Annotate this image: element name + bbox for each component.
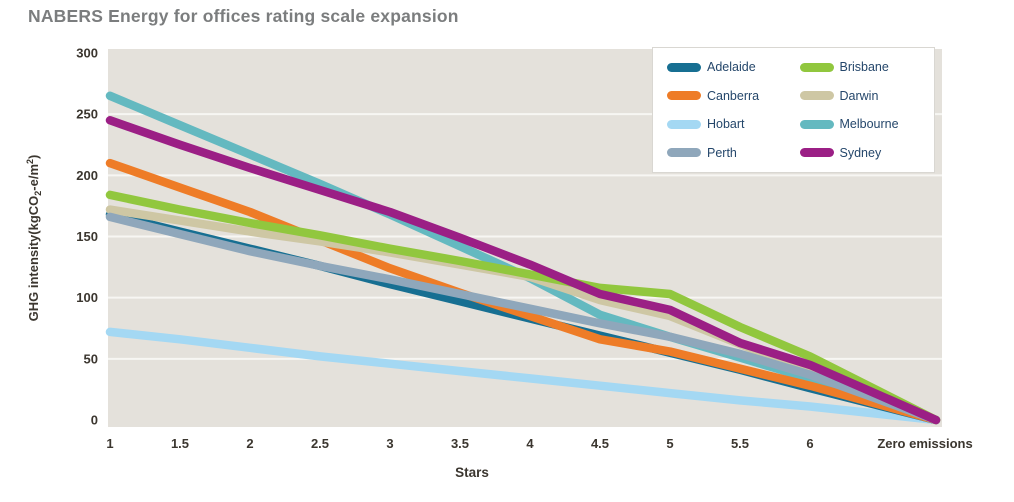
- legend-item-brisbane: Brisbane: [799, 60, 933, 74]
- legend-swatch-hobart: [667, 119, 701, 129]
- legend-label-hobart: Hobart: [707, 117, 745, 131]
- x-tick-label-zero-emissions: Zero emissions: [877, 436, 972, 451]
- x-tick-label-1.5: 1.5: [171, 436, 189, 451]
- legend-label-adelaide: Adelaide: [707, 60, 756, 74]
- legend-swatch-adelaide: [667, 62, 701, 72]
- x-tick-label-5.5: 5.5: [731, 436, 749, 451]
- x-tick-label-2: 2: [246, 436, 253, 451]
- x-tick-label-5: 5: [666, 436, 673, 451]
- legend-label-brisbane: Brisbane: [839, 60, 889, 74]
- legend-item-hobart: Hobart: [667, 118, 800, 131]
- x-tick-label-3.5: 3.5: [451, 436, 469, 451]
- y-tick-label-200: 200: [76, 168, 98, 183]
- legend-item-darwin: Darwin: [799, 88, 933, 103]
- legend-swatch-sydney: [799, 148, 834, 158]
- legend-item-melbourne: Melbourne: [799, 117, 933, 131]
- legend-swatch-melbourne: [799, 119, 834, 129]
- legend-swatch-darwin: [799, 91, 834, 101]
- chart-legend: Adelaide Canberra Hobart Perth Brisbane Darwi…: [652, 47, 935, 173]
- y-tick-label-250: 250: [76, 107, 98, 122]
- legend-swatch-canberra: [667, 91, 701, 101]
- legend-label-perth: Perth: [707, 145, 737, 160]
- x-tick-label-3: 3: [386, 436, 393, 451]
- legend-label-darwin: Darwin: [839, 88, 879, 103]
- series-line-sydney: [105, 116, 941, 425]
- x-tick-label-6: 6: [806, 436, 813, 451]
- legend-item-sydney: Sydney: [799, 145, 933, 160]
- legend-item-perth: Perth: [667, 145, 800, 160]
- x-tick-label-4: 4: [526, 436, 534, 451]
- y-tick-label-50: 50: [84, 351, 98, 366]
- series-line-brisbane: [105, 190, 941, 425]
- x-tick-label-4.5: 4.5: [591, 436, 609, 451]
- legend-label-canberra: Canberra: [707, 88, 760, 103]
- legend-swatch-brisbane: [799, 62, 834, 72]
- legend-label-sydney: Sydney: [839, 145, 882, 160]
- series-line-perth: [105, 212, 941, 425]
- legend-swatch-perth: [667, 148, 701, 158]
- x-tick-label-1: 1: [106, 436, 113, 451]
- x-axis-title: Stars: [455, 465, 489, 480]
- series-line-hobart: [105, 327, 941, 425]
- legend-item-canberra: Canberra: [667, 88, 800, 103]
- y-tick-label-150: 150: [76, 229, 98, 244]
- legend-label-melbourne: Melbourne: [839, 117, 899, 131]
- x-tick-label-2.5: 2.5: [311, 436, 329, 451]
- legend-item-adelaide: Adelaide: [667, 61, 800, 74]
- chart-title: NABERS Energy for offices rating scale e…: [28, 6, 459, 26]
- y-tick-label-0: 0: [91, 413, 98, 428]
- y-tick-label-100: 100: [76, 290, 98, 305]
- y-tick-label-300: 300: [76, 46, 98, 61]
- y-axis-title: GHG intensity(kgCO2-e/m2): [25, 155, 43, 322]
